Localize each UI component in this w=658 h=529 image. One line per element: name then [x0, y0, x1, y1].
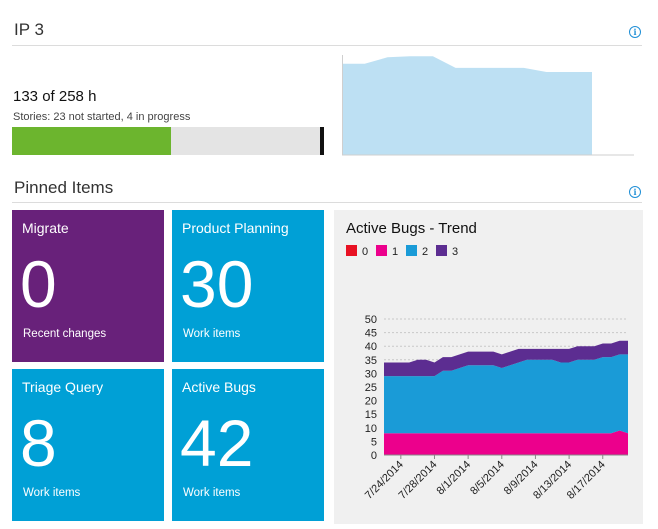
tile-subtitle: Work items	[183, 328, 241, 340]
y-tick-label: 50	[365, 314, 377, 326]
legend-swatch-2	[406, 245, 417, 256]
y-tick-label: 20	[365, 396, 377, 408]
tile-product-planning[interactable]: Product Planning 30 Work items	[172, 210, 324, 362]
legend-label-2: 2	[422, 246, 429, 258]
y-tick-label: 5	[371, 436, 377, 448]
tile-subtitle: Recent changes	[23, 328, 107, 340]
legend-swatch-3	[436, 245, 447, 256]
area-series-1	[384, 430, 628, 455]
sprint-progress-bar[interactable]	[12, 127, 324, 155]
sprint-progress-fill	[12, 127, 172, 155]
y-tick-label: 45	[365, 328, 377, 340]
x-tick-label: 8/1/2014	[434, 459, 473, 498]
legend-label-0: 0	[362, 246, 369, 258]
active-bugs-trend-chart[interactable]: Active Bugs - Trend 0 1 2 3 0 5 10 15 20 25 30…	[334, 210, 643, 524]
area-series-3	[384, 340, 628, 377]
y-tick-label: 25	[365, 382, 377, 394]
y-tick-label: 35	[365, 355, 377, 367]
pinned-info-icon[interactable]: i	[629, 186, 641, 198]
legend-item-2[interactable]: 2	[406, 245, 429, 258]
legend-swatch-1	[376, 245, 387, 256]
area-series-2	[384, 354, 628, 434]
tile-active-bugs[interactable]: Active Bugs 42 Work items	[172, 369, 324, 521]
sprint-info-icon[interactable]: i	[629, 26, 641, 38]
legend-label-1: 1	[392, 246, 399, 258]
pinned-divider	[12, 202, 642, 203]
tile-count: 42	[180, 406, 254, 480]
sprint-progress-marker	[320, 127, 324, 155]
tile-migrate[interactable]: Migrate 0 Recent changes	[12, 210, 164, 362]
tile-subtitle: Work items	[23, 487, 81, 499]
tile-title: Active Bugs	[182, 379, 256, 395]
tile-title: Migrate	[22, 220, 69, 236]
y-tick-label: 0	[371, 450, 377, 462]
tile-triage-query[interactable]: Triage Query 8 Work items	[12, 369, 164, 521]
sprint-divider	[12, 45, 642, 46]
burndown-chart[interactable]	[342, 50, 638, 158]
x-tick-label: 8/5/2014	[468, 459, 507, 498]
sprint-title[interactable]: IP 3	[14, 20, 44, 39]
pinned-title: Pinned Items	[14, 178, 114, 197]
tile-title: Triage Query	[22, 379, 104, 395]
tile-title: Product Planning	[182, 220, 289, 236]
y-tick-label: 30	[365, 368, 377, 380]
bugs-trend-plot: 051015202530354045507/24/20147/28/20148/…	[363, 314, 628, 502]
sprint-stories-status: Stories: 23 not started, 4 in progress	[13, 111, 191, 123]
chart-title: Active Bugs - Trend	[346, 220, 477, 237]
y-tick-label: 40	[365, 341, 377, 353]
legend-item-3[interactable]: 3	[436, 245, 459, 258]
legend-label-3: 3	[452, 246, 459, 258]
legend-item-0[interactable]: 0	[346, 245, 369, 258]
tile-count: 30	[180, 247, 254, 321]
sprint-hours: 133 of 258 h	[13, 88, 97, 105]
legend-item-1[interactable]: 1	[376, 245, 399, 258]
tile-subtitle: Work items	[183, 487, 241, 499]
y-tick-label: 15	[365, 409, 377, 421]
y-tick-label: 10	[365, 423, 377, 435]
legend-swatch-0	[346, 245, 357, 256]
burndown-area	[342, 56, 592, 155]
tile-count: 0	[20, 247, 57, 321]
tile-count: 8	[20, 406, 57, 480]
